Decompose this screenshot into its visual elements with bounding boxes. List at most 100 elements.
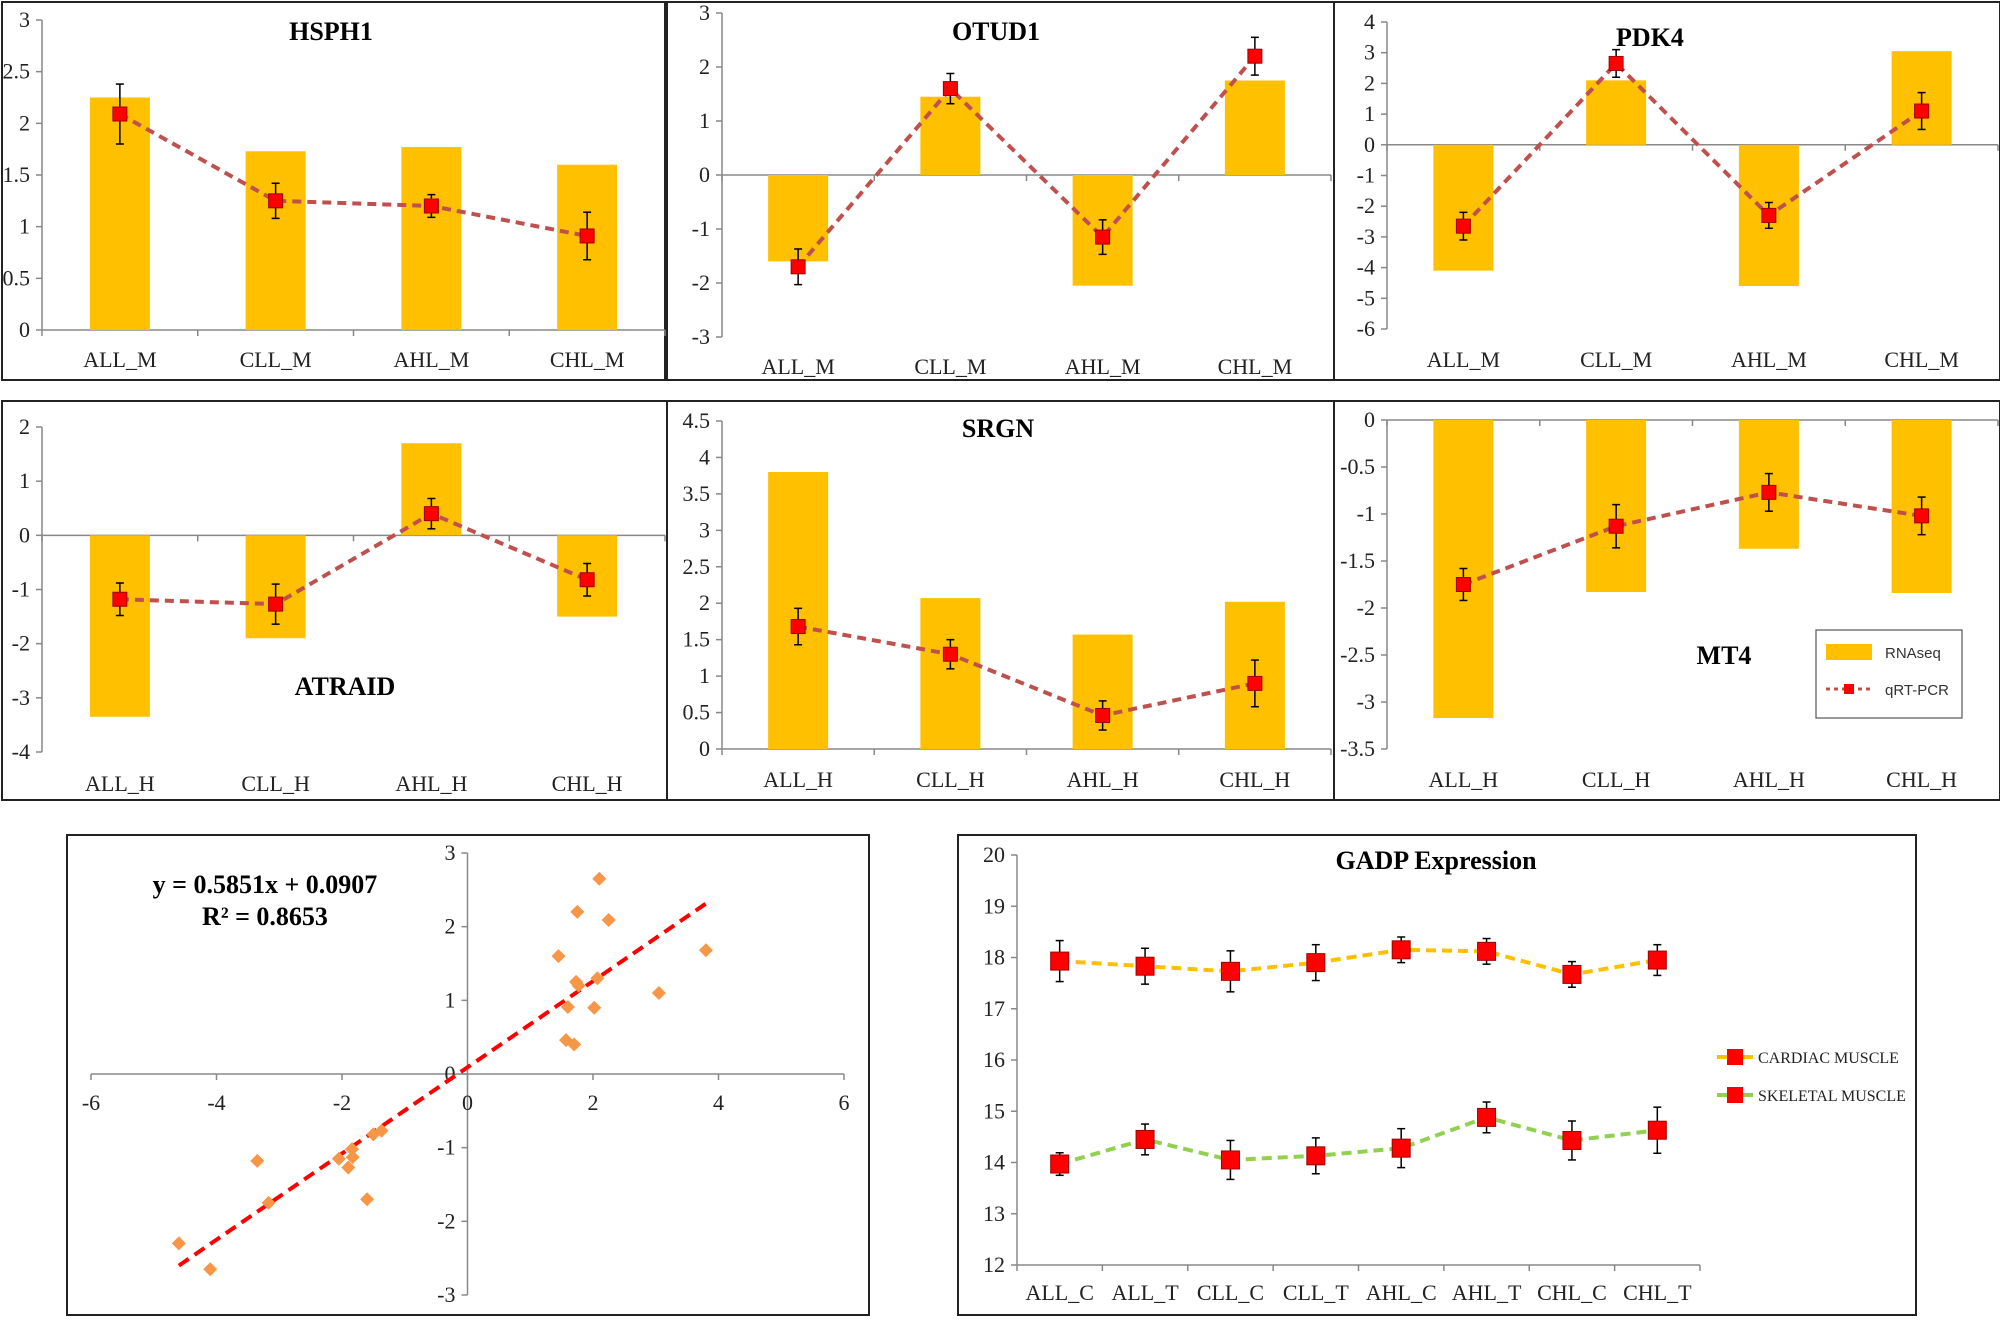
x-tick-label: ALL_M: [83, 347, 156, 372]
point-qrtpcr: [942, 81, 958, 97]
y-tick-label: 14: [983, 1150, 1005, 1175]
x-tick-label: CLL_M: [914, 354, 986, 379]
chart-title: ATRAID: [295, 672, 396, 701]
scatter-point: [571, 978, 586, 993]
y-tick-label: 18: [983, 945, 1005, 970]
point-cardiac: [1647, 950, 1667, 970]
regression-r2: R² = 0.8653: [202, 902, 328, 931]
point-qrtpcr: [790, 619, 806, 635]
scatter-point: [374, 1123, 389, 1138]
scatter-point: [590, 971, 605, 986]
y-tick-label: -5: [1357, 285, 1375, 310]
bar-rnaseq: [245, 151, 306, 330]
point-skeletal: [1306, 1146, 1326, 1166]
chart-regression: -6 -4 -2 0 2 4 6 -3 -2 -1 0 1 2 3 y = 0.5851x + 0.0907…: [66, 834, 870, 1316]
y-tick-label: 0: [445, 1061, 456, 1086]
legend-marker-qrtpcr: [1844, 684, 1854, 694]
y-tick-label: 1: [19, 468, 30, 493]
x-tick-label: CHL_M: [1218, 354, 1293, 379]
point-cardiac: [1135, 956, 1155, 976]
y-tick-label: 4.5: [683, 408, 711, 433]
y-tick-label: -1: [692, 216, 710, 241]
y-tick-label: -3: [1357, 224, 1375, 249]
point-qrtpcr: [1608, 55, 1624, 71]
y-tick-label: 3: [445, 840, 456, 865]
chart-title: SRGN: [962, 414, 1034, 443]
x-tick-label: ALL_H: [763, 767, 833, 792]
point-qrtpcr: [1247, 675, 1263, 691]
bar-rnaseq: [920, 598, 981, 749]
point-cardiac: [1220, 961, 1240, 981]
line-qrtpcr: [119, 511, 588, 607]
y-tick-label: -2: [437, 1208, 455, 1233]
y-tick-label: 1.5: [3, 162, 31, 187]
point-skeletal: [1220, 1150, 1240, 1170]
y-tick-label: 2: [445, 914, 456, 939]
point-qrtpcr: [1095, 707, 1111, 723]
chart-title: PDK4: [1616, 23, 1684, 52]
y-tick-label: 0.5: [3, 265, 31, 290]
scatter-point: [345, 1142, 360, 1157]
x-tick-label: AHL_M: [393, 347, 469, 372]
y-tick-label: -1: [1357, 501, 1375, 526]
point-qrtpcr: [1455, 577, 1471, 592]
scatter-point: [551, 949, 566, 964]
legend-label: CARDIAC MUSCLE: [1758, 1050, 1899, 1067]
y-tick-label: 0: [1364, 132, 1375, 157]
y-tick-label: 1: [699, 108, 710, 133]
line-cardiac: [1059, 947, 1658, 977]
y-tick-label: -3: [437, 1282, 455, 1307]
y-tick-label: 2: [19, 414, 30, 439]
scatter-point: [250, 1153, 265, 1168]
point-qrtpcr: [579, 572, 595, 588]
bar-rnaseq: [768, 175, 829, 262]
x-tick-label: ALL_C: [1025, 1280, 1093, 1305]
point-qrtpcr: [1608, 518, 1624, 534]
chart-mt4: -3.5 -3 -2.5 -2 -1.5 -1 -0.5 0 ALL_H CLL_H AHL_H CH…: [1333, 400, 2000, 801]
x-tick-label: -2: [333, 1090, 351, 1115]
point-qrtpcr: [1761, 484, 1777, 500]
y-tick-label: -1: [12, 577, 30, 602]
chart-otud1: -3 -2 -1 0 1 2 3 ALL_M CLL_M AHL_M CHL_M OTUD1: [666, 0, 1335, 381]
chart-gadp: 12 13 14 15 16 17 18 19 20 ALL_C ALL_T CLL_C CLL_T AH…: [957, 834, 1917, 1316]
y-tick-label: -2: [692, 270, 710, 295]
y-tick-label: -3.5: [1340, 736, 1375, 761]
scatter-point: [203, 1262, 218, 1277]
legend-box: [1815, 629, 1963, 719]
point-cardiac: [1562, 964, 1582, 984]
y-tick-label: 2.5: [683, 554, 711, 579]
chart-pdk4: -6 -5 -4 -3 -2 -1 0 1 2 3 4 ALL_M CLL_M AHL_M CHL_M PDK…: [1333, 1, 2000, 381]
y-tick-label: -1.5: [1340, 548, 1375, 573]
y-tick-label: -4: [12, 739, 30, 764]
point-qrtpcr: [268, 193, 284, 209]
legend-label-rnaseq: RNAseq: [1885, 645, 1941, 662]
y-tick-label: 4: [1364, 9, 1375, 34]
y-tick-label: -3: [692, 324, 710, 349]
chart-title: HSPH1: [289, 17, 373, 46]
x-tick-label: 6: [839, 1090, 850, 1115]
chart-atraid: -4 -3 -2 -1 0 1 2 ALL_H CLL_H AHL_H CHL_H ATRAID: [1, 400, 668, 801]
y-tick-label: 0: [19, 317, 30, 342]
x-tick-label: CHL_H: [1219, 767, 1290, 792]
scatter-point: [570, 904, 585, 919]
y-tick-label: 3: [19, 7, 30, 32]
x-tick-label: -6: [82, 1090, 100, 1115]
y-tick-label: 2: [699, 590, 710, 615]
bar-rnaseq: [401, 147, 462, 330]
y-tick-label: -1: [1357, 163, 1375, 188]
scatter-point: [560, 999, 575, 1014]
panel-frame: [666, 1, 1335, 381]
y-tick-label: -2: [1357, 595, 1375, 620]
y-tick-label: 0: [699, 736, 710, 761]
scatter-point: [261, 1195, 276, 1210]
x-tick-label: CLL_H: [916, 767, 985, 792]
y-tick-label: 2.5: [3, 59, 31, 84]
scatter-point: [360, 1192, 375, 1207]
y-tick-label: -6: [1357, 316, 1375, 341]
x-tick-label: AHL_H: [1733, 767, 1805, 792]
y-tick-label: 3: [699, 517, 710, 542]
scatter-point: [341, 1160, 356, 1175]
line-qrtpcr: [118, 112, 588, 238]
scatter-point: [651, 985, 666, 1000]
